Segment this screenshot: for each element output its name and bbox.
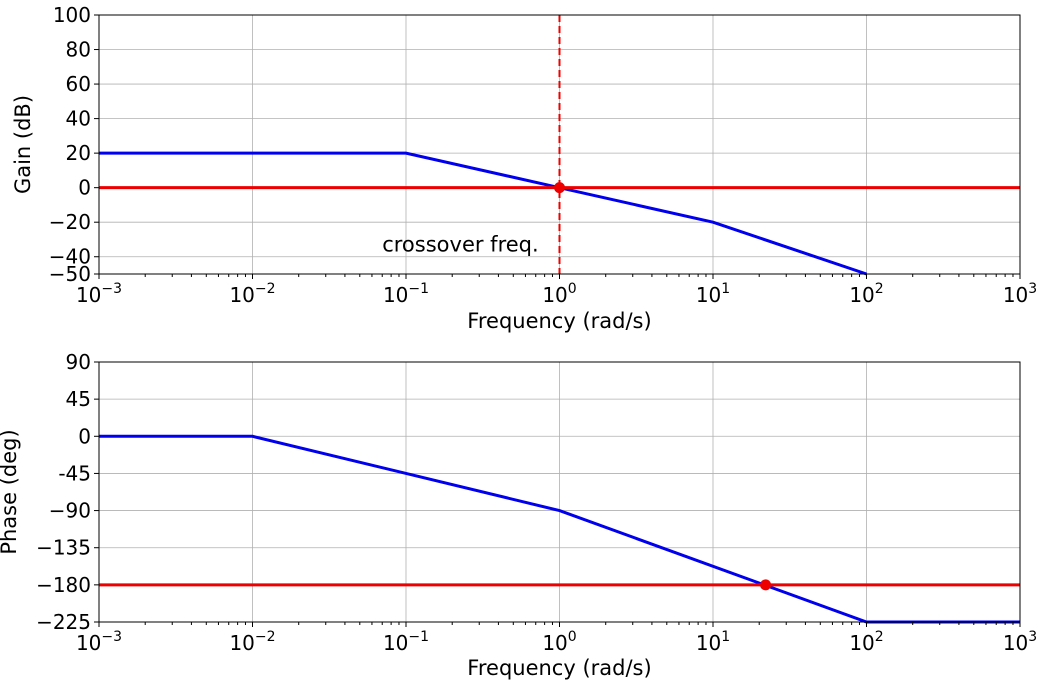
- y-tick-label: 40: [66, 107, 91, 131]
- x-axis-label: Frequency (rad/s): [467, 309, 651, 333]
- y-tick-label: 0: [78, 176, 91, 200]
- x-tick-label: 101: [696, 281, 730, 307]
- y-tick-label: -45: [58, 461, 91, 485]
- y-tick-label: 0: [78, 424, 91, 448]
- x-tick-label: 102: [849, 629, 883, 655]
- x-tick-label: 10−3: [76, 281, 122, 307]
- y-tick-label: 20: [66, 141, 91, 165]
- y-tick-label: 45: [66, 387, 91, 411]
- x-axis-label: Frequency (rad/s): [467, 656, 651, 680]
- y-tick-label: −20: [49, 210, 91, 234]
- x-tick-label: 101: [696, 629, 730, 655]
- x-tick-label: 10−1: [383, 281, 429, 307]
- y-tick-label: −135: [36, 536, 91, 560]
- y-tick-label: −40: [49, 245, 91, 269]
- x-tick-label: 103: [1003, 629, 1037, 655]
- x-tick-label: 102: [849, 281, 883, 307]
- x-tick-label: 103: [1003, 281, 1037, 307]
- y-tick-label: −180: [36, 573, 91, 597]
- y-axis-label: Gain (dB): [11, 95, 35, 194]
- y-tick-label: 60: [66, 72, 91, 96]
- x-tick-label: 10−3: [76, 629, 122, 655]
- phase-plot: −225 −180 −135 −90 -45 0 45 90 10−3 10−2 10−1 100 10…: [0, 350, 1037, 680]
- crossover-marker: [760, 579, 772, 591]
- x-tick-label: 10−2: [229, 281, 275, 307]
- x-tick-label: 10−1: [383, 629, 429, 655]
- x-tick-label: 100: [542, 629, 576, 655]
- y-tick-label: −90: [49, 499, 91, 523]
- y-tick-label: 100: [53, 3, 91, 27]
- y-tick-label: 80: [66, 38, 91, 62]
- crossover-annotation: crossover freq.: [382, 233, 538, 257]
- y-tick-label: −50: [49, 262, 91, 286]
- y-tick-label: 90: [66, 350, 91, 374]
- x-tick-label: 100: [542, 281, 576, 307]
- crossover-marker: [554, 182, 565, 194]
- gain-plot: −50−40 −20 0 20 40 60 80 100 10−3 10−2 10−1 100 101 1…: [11, 3, 1037, 333]
- y-tick-label: −225: [36, 610, 91, 634]
- y-axis-label: Phase (deg): [0, 429, 21, 554]
- x-tick-label: 10−2: [229, 629, 275, 655]
